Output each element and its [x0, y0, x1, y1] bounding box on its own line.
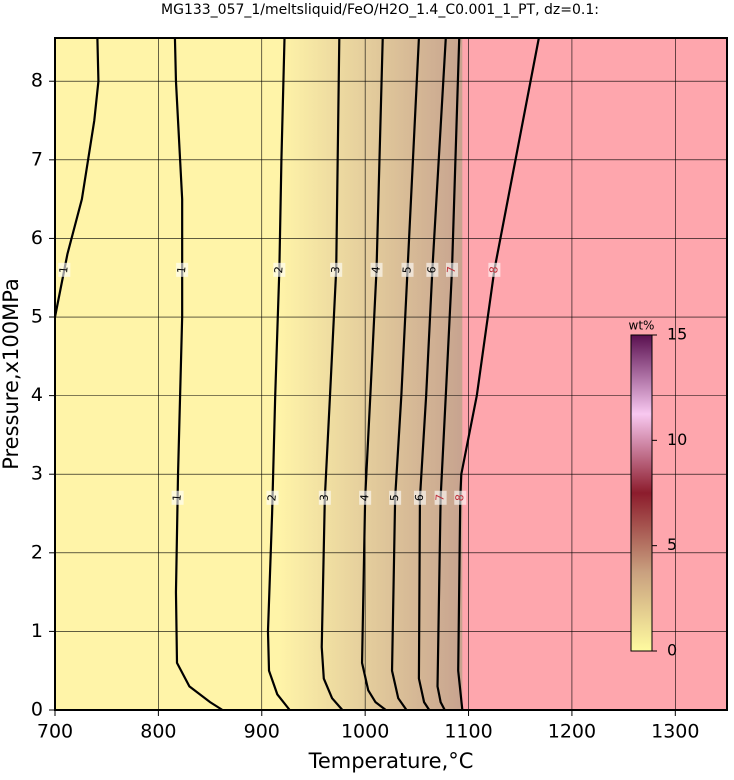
colorbar-tick-label: 10 — [667, 430, 687, 449]
contour-label: 7 — [445, 266, 459, 274]
contour-label: 3 — [329, 266, 343, 274]
contour-line — [360, 37, 387, 711]
contour-line — [320, 37, 344, 711]
colorbar-label: wt% — [629, 319, 655, 333]
y-tick-label: 7 — [31, 148, 43, 170]
x-tick-label: 900 — [244, 721, 280, 743]
y-axis-label: Pressure,x100MPa — [0, 278, 23, 470]
contour-label: 2 — [272, 266, 286, 274]
contour-label: 1 — [170, 494, 184, 502]
low-region — [55, 38, 463, 710]
x-tick-label: 800 — [140, 721, 176, 743]
contour-label: 6 — [425, 266, 439, 274]
contour-label: 3 — [318, 494, 332, 502]
plot-frame — [54, 37, 728, 711]
x-tick-label: 1100 — [444, 721, 492, 743]
contour-label: 7 — [433, 494, 447, 502]
contour-line — [266, 37, 291, 711]
contour-label: 4 — [369, 266, 383, 274]
colorbar-tick-label: 15 — [667, 325, 687, 344]
x-tick-label: 1000 — [341, 721, 389, 743]
contour-label: 8 — [453, 494, 467, 502]
y-tick-label: 6 — [31, 227, 43, 249]
contour-label: 8 — [487, 266, 501, 274]
y-tick-label: 3 — [31, 463, 43, 485]
colorbar-tick-label: 5 — [667, 535, 677, 554]
y-tick-label: 5 — [31, 306, 43, 328]
x-tick-label: 1300 — [651, 721, 699, 743]
chart-title: MG133_057_1/meltsliquid/FeO/H2O_1.4_C0.0… — [161, 2, 599, 18]
y-tick-label: 8 — [31, 70, 43, 92]
y-tick-label: 0 — [31, 699, 43, 721]
x-tick-label: 1200 — [548, 721, 596, 743]
colorbar-tick-label: 0 — [667, 641, 677, 660]
contour-line — [173, 37, 224, 711]
contour-label: 1 — [175, 266, 189, 274]
y-tick-label: 4 — [31, 384, 43, 406]
contour-label: 1 — [57, 266, 71, 274]
x-axis-label: Temperature,°C — [308, 749, 474, 773]
contour-label: 5 — [388, 494, 402, 502]
contour-label: 5 — [400, 266, 414, 274]
colorbar — [630, 334, 653, 652]
y-tick-label: 2 — [31, 541, 43, 563]
y-tick-label: 1 — [31, 620, 43, 642]
x-tick-label: 700 — [37, 721, 73, 743]
contour-label: 2 — [265, 494, 279, 502]
contour-label: 4 — [358, 494, 372, 502]
contour-label: 6 — [413, 494, 427, 502]
